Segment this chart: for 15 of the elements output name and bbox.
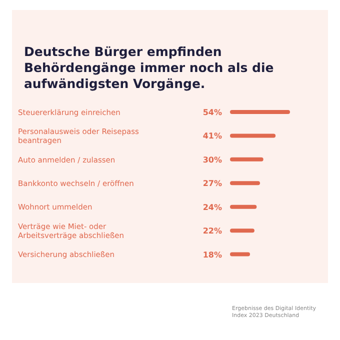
bar [230, 181, 260, 186]
data-label: 41% [202, 132, 222, 141]
data-label: 54% [202, 108, 222, 117]
data-label: 18% [202, 250, 222, 260]
chart-title: Deutsche Bürger empfinden Behördengänge immer noch als die aufwändigsten Vorgänge. [24, 44, 275, 92]
bar [230, 110, 290, 114]
bar [230, 252, 250, 256]
data-label: 22% [202, 226, 222, 236]
bar [230, 157, 264, 162]
bar [230, 228, 254, 233]
bar [230, 134, 276, 138]
data-label: 27% [202, 179, 222, 188]
data-label: 24% [202, 202, 222, 212]
data-label: 30% [202, 155, 222, 164]
bar [230, 204, 257, 209]
